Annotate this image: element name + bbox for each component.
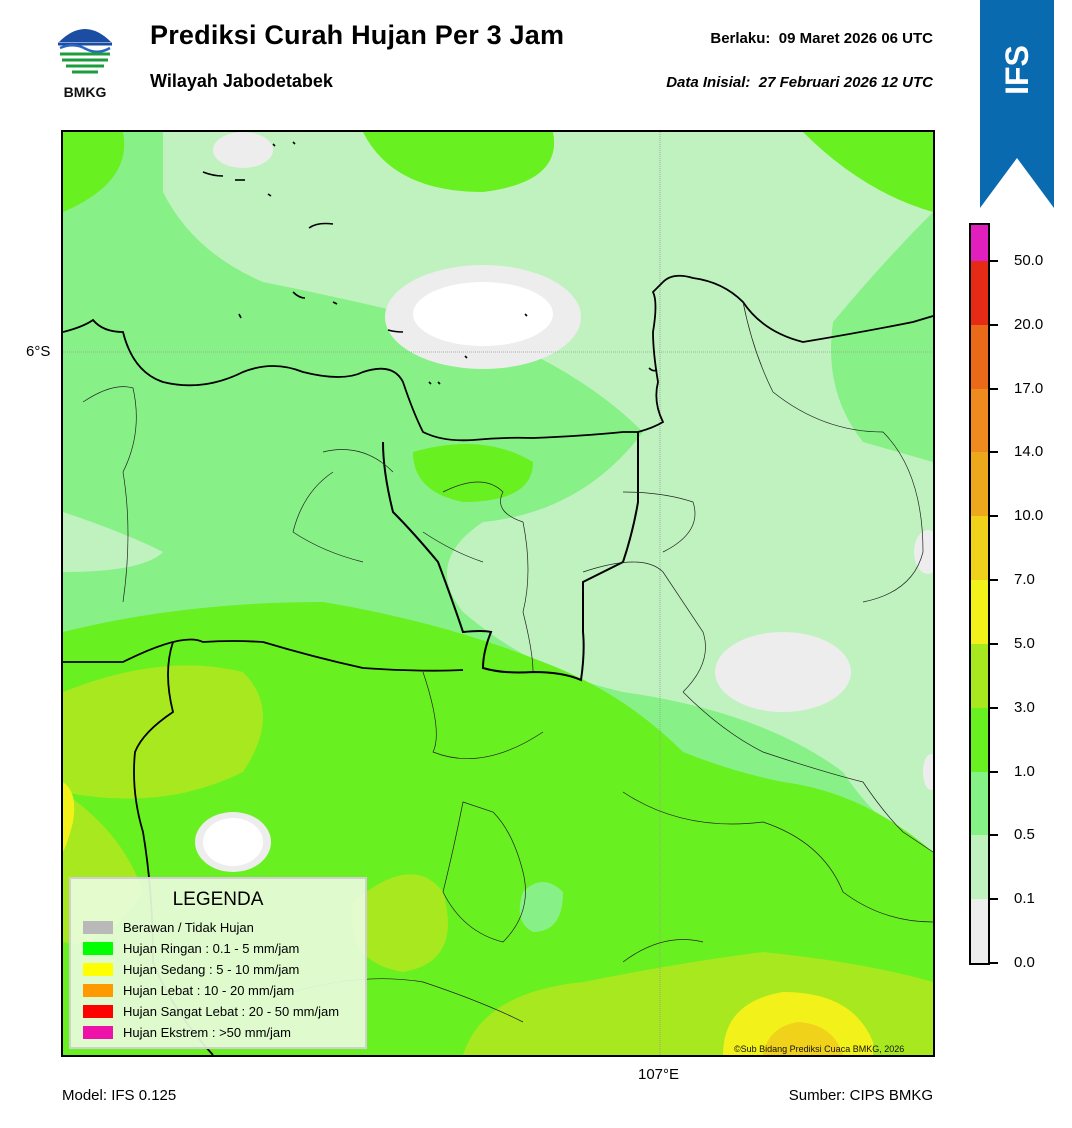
legend-item: Hujan Ringan : 0.1 - 5 mm/jam — [83, 938, 353, 959]
bmkg-logo: BMKG — [52, 20, 118, 104]
colorbar-segment — [971, 835, 988, 900]
legend-label: Hujan Ringan : 0.1 - 5 mm/jam — [123, 941, 300, 956]
legend-swatch — [83, 984, 113, 997]
legend-item: Hujan Sangat Lebat : 20 - 50 mm/jam — [83, 1001, 353, 1022]
legend-label: Hujan Ekstrem : >50 mm/jam — [123, 1025, 291, 1040]
contour-green-3 — [63, 132, 125, 212]
contour-green-2 — [803, 132, 933, 212]
longitude-label: 107°E — [638, 1066, 680, 1083]
legend-item: Hujan Lebat : 10 - 20 mm/jam — [83, 980, 353, 1001]
colorbar-tick — [990, 260, 998, 262]
colorbar-tick — [990, 770, 998, 773]
legend-swatch — [83, 921, 113, 934]
colorbar-segment — [971, 452, 988, 517]
init-time-label: Data Inisial: — [666, 74, 751, 91]
colorbar-tick — [990, 834, 998, 837]
legend-swatch — [83, 1005, 113, 1018]
page-title: Prediksi Curah Hujan Per 3 Jam — [150, 20, 565, 50]
province-border — [382, 432, 639, 682]
colorbar-tick — [990, 898, 998, 901]
legend-swatch — [83, 1026, 113, 1039]
legend-box: LEGENDA Berawan / Tidak Hujan Hujan Ring… — [69, 877, 367, 1049]
contour-green-1 — [363, 132, 555, 192]
contour-grey-5 — [914, 530, 933, 574]
contour-green-4 — [413, 444, 533, 502]
colorbar-tick — [990, 515, 998, 518]
legend-swatch — [83, 963, 113, 976]
colorbar-label: 20.0 — [1014, 315, 1044, 333]
colorbar-segment — [971, 580, 988, 645]
colorbar-label: 0.5 — [1014, 826, 1035, 844]
legend-swatch — [83, 942, 113, 955]
colorbar-segment — [971, 643, 988, 709]
contour-light-2 — [63, 512, 163, 572]
colorbar-label: 5.0 — [1014, 634, 1035, 652]
init-time: Data Inisial: 27 Februari 2026 12 UTC — [666, 74, 933, 91]
valid-time: Berlaku: 09 Maret 2026 06 UTC — [710, 30, 933, 47]
legend-label: Hujan Sangat Lebat : 20 - 50 mm/jam — [123, 1004, 340, 1019]
legend-item: Hujan Sedang : 5 - 10 mm/jam — [83, 959, 353, 980]
legend-label: Hujan Lebat : 10 - 20 mm/jam — [123, 983, 295, 998]
source-footer: Sumber: CIPS BMKG — [788, 1087, 933, 1104]
colorbar-label: 14.0 — [1014, 443, 1044, 461]
colorbar-label: 17.0 — [1014, 379, 1044, 397]
admin-boundaries — [82, 301, 933, 1023]
colorbar-segment — [971, 261, 988, 326]
contour-yellow-1 — [63, 782, 75, 852]
colorbar-tick — [990, 387, 998, 390]
colorbar-label: 0.1 — [1014, 890, 1035, 908]
colorbar — [969, 223, 990, 965]
colorbar-label: 3.0 — [1014, 698, 1035, 716]
contour-yg-1 — [63, 665, 263, 799]
ifs-badge: IFS — [998, 45, 1035, 95]
valid-time-label: Berlaku: — [710, 30, 771, 47]
legend-item: Berawan / Tidak Hujan — [83, 917, 353, 938]
legend-item: Hujan Ekstrem : >50 mm/jam — [83, 1022, 353, 1043]
copyright-text: ©Sub Bidang Prediksi Cuaca BMKG, 2026 — [734, 1044, 905, 1054]
colorbar-segment — [971, 707, 988, 773]
colorbar-segment — [971, 516, 988, 581]
colorbar-label: 50.0 — [1014, 252, 1044, 269]
contour-yg-3 — [351, 874, 448, 972]
colorbar-segment — [971, 771, 988, 836]
legend-label: Berawan / Tidak Hujan — [123, 920, 254, 935]
colorbar-label: 0.0 — [1014, 954, 1035, 971]
model-footer: Model: IFS 0.125 — [62, 1087, 177, 1104]
colorbar-tick — [990, 579, 998, 582]
colorbar-label: 1.0 — [1014, 762, 1035, 780]
contour-grey-4 — [213, 132, 273, 168]
legend-title: LEGENDA — [172, 889, 264, 910]
colorbar-segment — [971, 388, 988, 453]
colorbar-label: 10.0 — [1014, 507, 1044, 525]
legend-label: Hujan Sedang : 5 - 10 mm/jam — [123, 962, 300, 977]
colorbar-tick — [990, 706, 998, 709]
province-border-south — [63, 638, 464, 672]
colorbar-segment — [971, 324, 988, 390]
ifs-ribbon — [980, 0, 1054, 208]
contour-white-2 — [203, 818, 263, 866]
contour-yellow-3 — [763, 1022, 843, 1055]
valid-time-value: 09 Maret 2026 06 UTC — [778, 30, 933, 47]
latitude-label: 6°S — [26, 343, 51, 360]
colorbar-segment — [971, 225, 988, 262]
contour-white-1 — [413, 282, 553, 346]
contour-grey-3 — [715, 632, 851, 712]
colorbar-tick — [990, 962, 998, 964]
islands — [202, 141, 658, 385]
logo-text: BMKG — [63, 84, 107, 100]
colorbar-tick — [990, 323, 998, 326]
colorbar-tick — [990, 642, 998, 645]
contour-grey-6 — [923, 754, 933, 790]
contour-mid-1 — [519, 882, 563, 932]
init-time-value: 27 Februari 2026 12 UTC — [758, 74, 933, 91]
colorbar-tick — [990, 451, 998, 454]
colorbar-label: 7.0 — [1014, 571, 1035, 589]
region-subtitle: Wilayah Jabodetabek — [150, 71, 333, 91]
colorbar-segment — [971, 899, 988, 964]
coastline — [63, 274, 933, 442]
